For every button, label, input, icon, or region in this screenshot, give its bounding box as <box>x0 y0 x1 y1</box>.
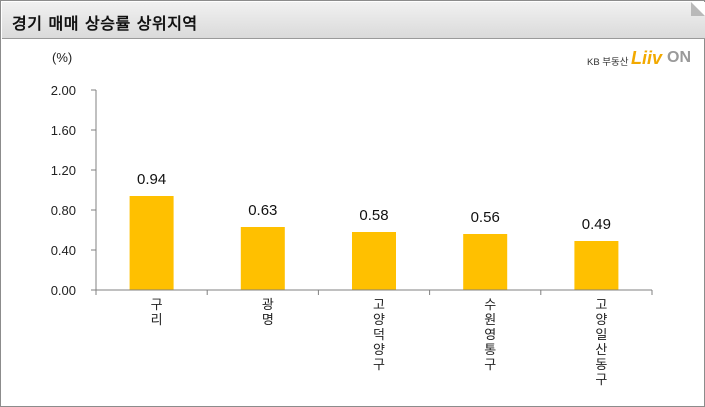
corner-fold <box>691 2 705 16</box>
y-axis: 0.00 0.40 0.80 1.20 1.60 2.00 <box>51 83 97 298</box>
value-label: 0.94 <box>137 171 166 188</box>
y-tick-label: 1.20 <box>51 163 76 178</box>
bar <box>129 196 174 290</box>
y-tick-label: 1.60 <box>51 123 76 138</box>
category-labels: 구 리 광 명 고 양 덕 양 구 수 원 영 통 구 고 양 일 산 동 구 <box>151 298 608 388</box>
chart-title: 경기 매매 상승률 상위지역 <box>12 14 198 33</box>
x-axis <box>95 289 653 295</box>
bar <box>574 241 619 290</box>
value-label: 0.63 <box>248 202 277 219</box>
title-bar: 경기 매매 상승률 상위지역 <box>2 2 705 39</box>
bars <box>129 196 619 290</box>
bar <box>352 232 396 290</box>
kb-liiv-on-logo: KB 부동산 Liiv ON <box>587 47 697 71</box>
value-label: 0.56 <box>471 209 500 226</box>
bar <box>463 234 508 290</box>
value-label: 0.49 <box>582 216 611 233</box>
y-tick-label: 0.40 <box>51 243 76 258</box>
y-tick-label: 0.00 <box>51 283 76 298</box>
logo-on: ON <box>667 49 691 66</box>
bar <box>240 227 285 290</box>
value-labels: 0.94 0.63 0.58 0.56 0.49 <box>137 171 611 233</box>
y-tick-label: 2.00 <box>51 83 76 98</box>
logo-brand: KB 부동산 <box>587 57 629 68</box>
y-axis-unit-label: (%) <box>52 50 72 65</box>
logo-liiv: Liiv <box>631 48 663 68</box>
y-tick-label: 0.80 <box>51 203 76 218</box>
value-label: 0.58 <box>359 207 388 224</box>
